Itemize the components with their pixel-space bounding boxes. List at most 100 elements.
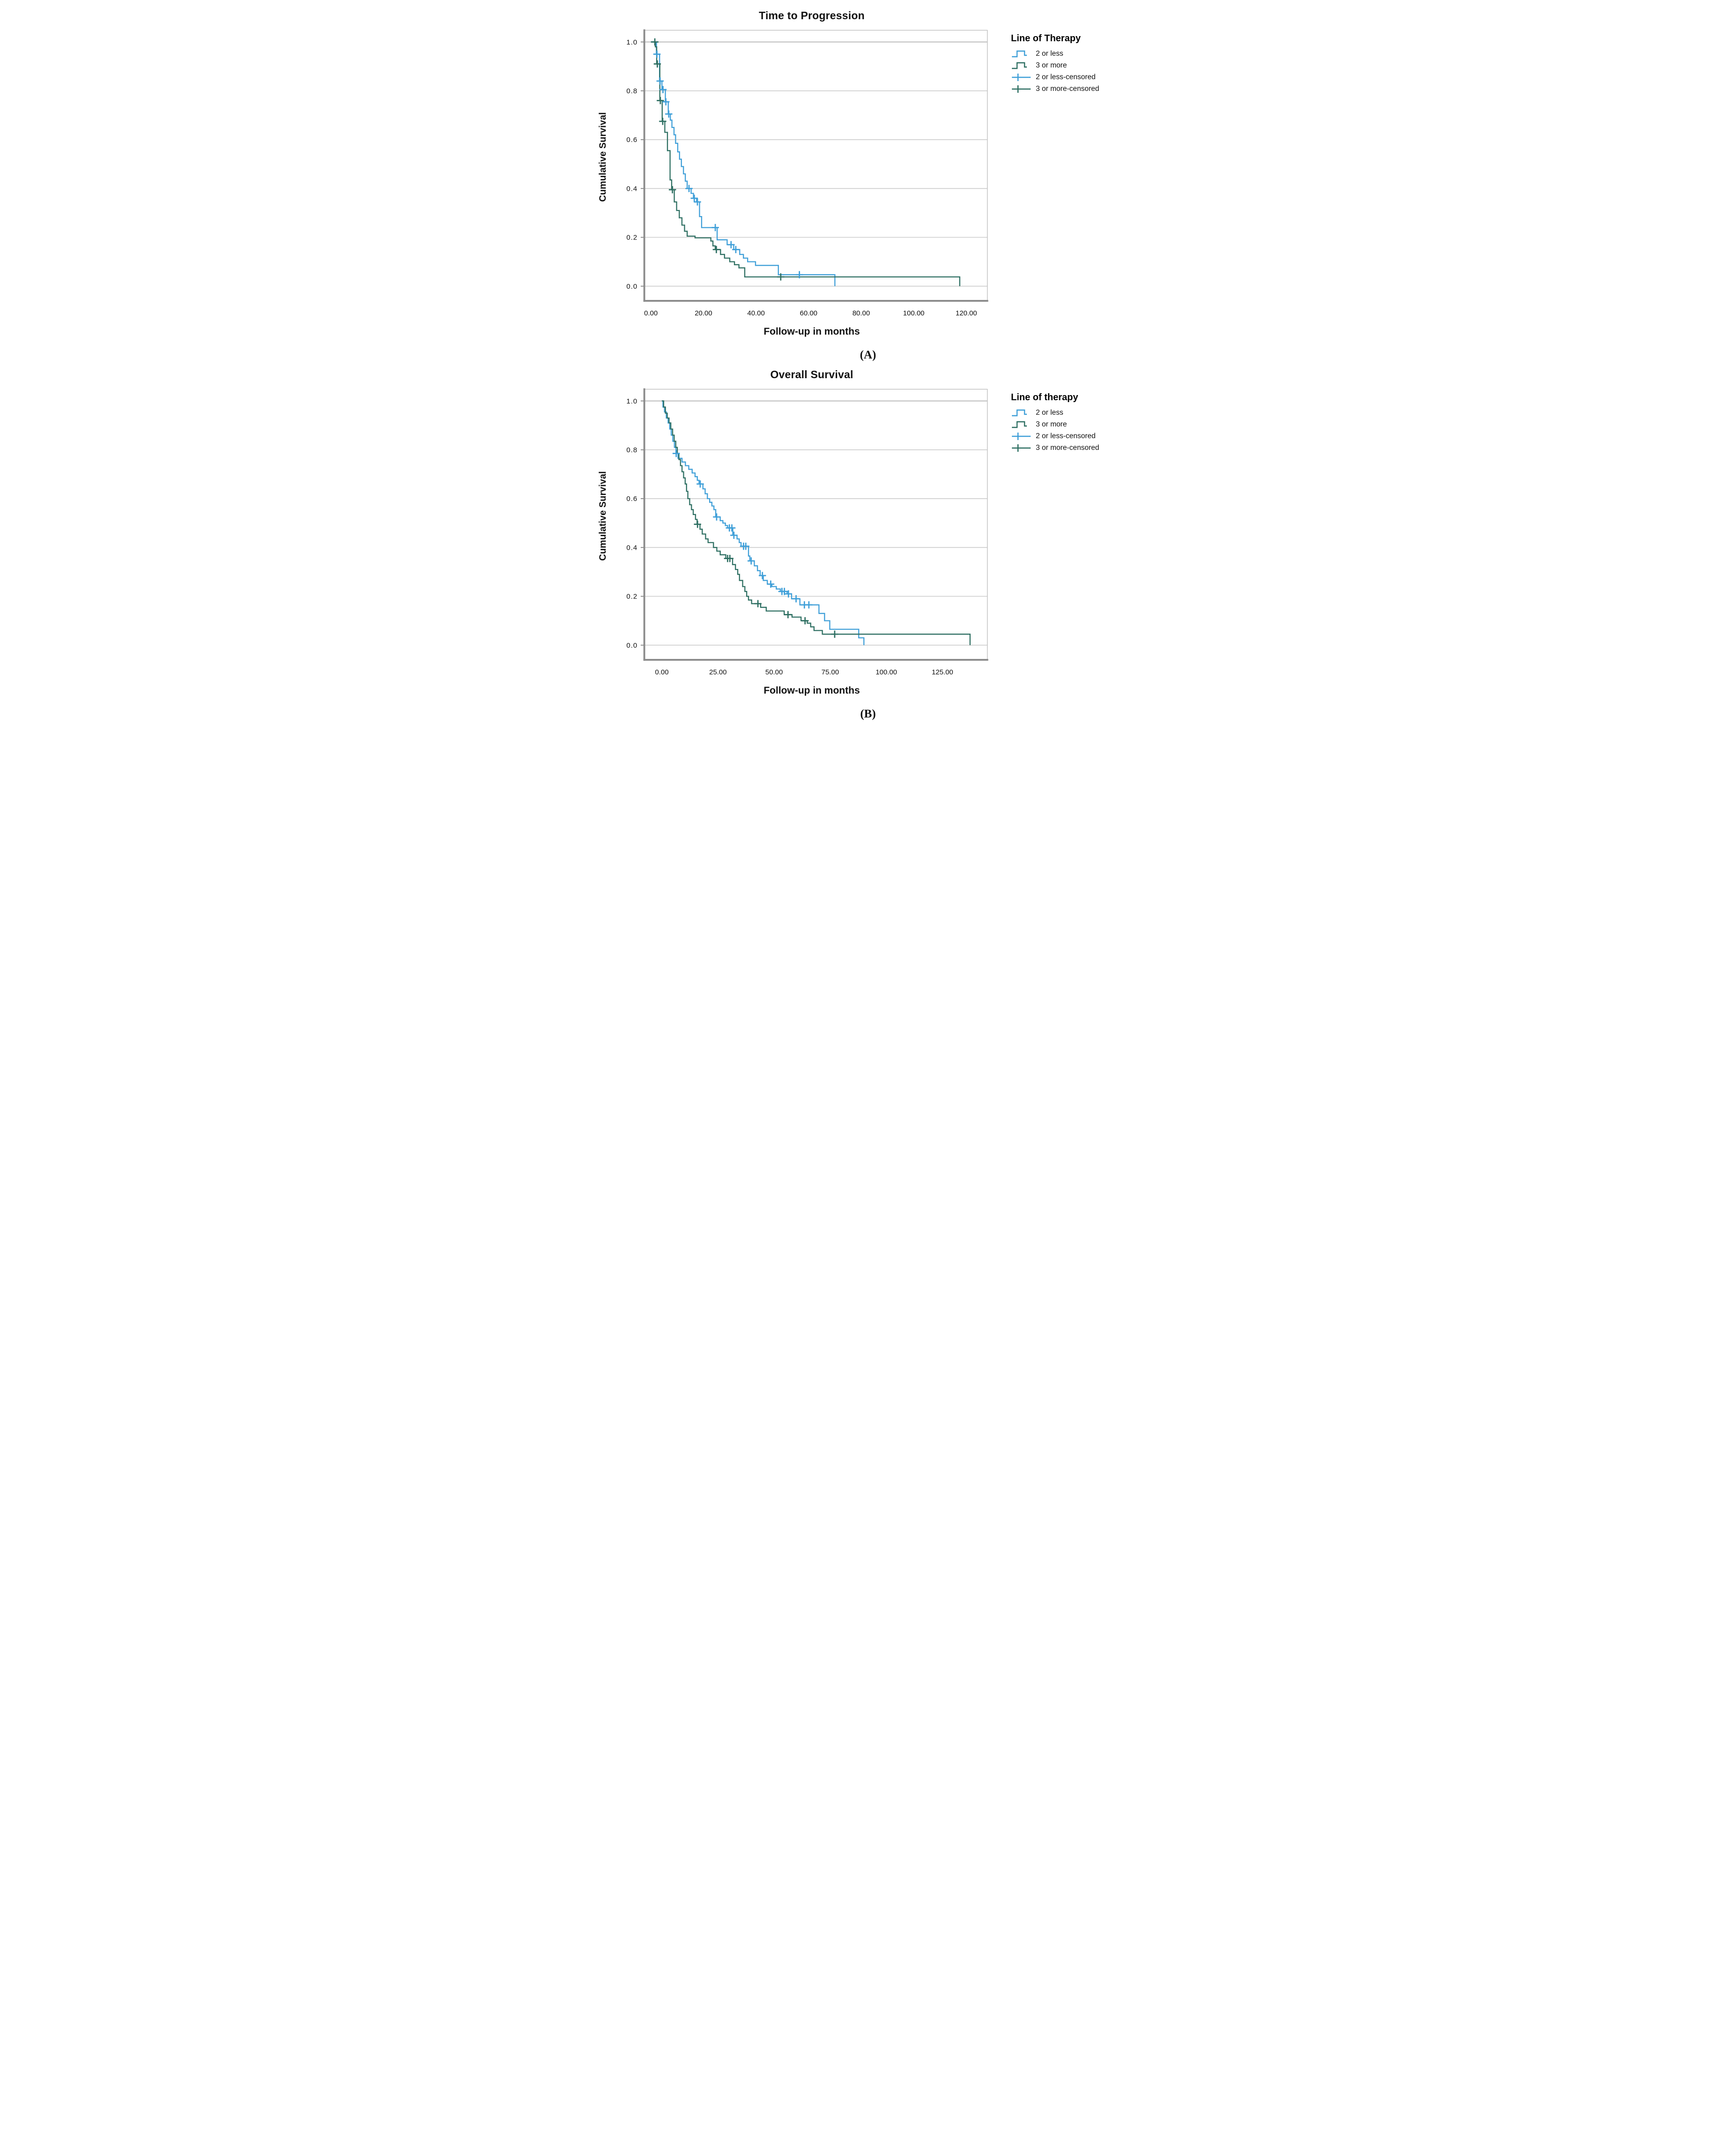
legend-item-2-or-less-censored: 2 or less-censored [1011, 431, 1133, 441]
legend-items-a: 2 or less 3 or more 2 or less-censored 3… [1011, 49, 1133, 94]
y-tick-label-0.6: 0.6 [627, 136, 638, 144]
censor-mark-3-or-more-censored [831, 630, 838, 638]
legend-item-label: 2 or less-censored [1036, 432, 1096, 440]
censor-mark-2-or-less-censored [690, 194, 698, 202]
legend-item-3-or-more: 3 or more [1011, 419, 1133, 430]
legend-item-label: 2 or less [1036, 50, 1063, 58]
step-line-swatch-icon [1012, 421, 1027, 428]
x-tick-label-0.00: 0.00 [644, 309, 658, 317]
censored-plus-swatch-icon [1012, 444, 1031, 452]
legend-item-2-or-less: 2 or less [1011, 49, 1133, 59]
censor-mark-3-or-more-censored [657, 97, 664, 105]
censor-mark-2-or-less-censored [653, 50, 661, 58]
chart-title-a: Time to Progression [759, 9, 865, 22]
censor-mark-3-or-more-censored [694, 520, 701, 528]
y-tick-label-0.0: 0.0 [627, 642, 638, 650]
y-tick-label-0.2: 0.2 [627, 593, 638, 601]
figure-page: { "figure": { "background": "#ffffff", "… [0, 0, 1736, 738]
step-line-swatch-icon [1012, 62, 1027, 69]
plot-row-a: Cumulative Survival 1.0 0.8 0.6 0.4 0.2 0.0 0.… [594, 24, 1142, 326]
y-axis-title-wrap-b: Cumulative Survival [594, 383, 613, 685]
censor-mark-3-or-more-censored [784, 611, 792, 619]
censor-mark-2-or-less-censored [727, 241, 735, 248]
x-tick-label-0.00: 0.00 [655, 668, 669, 676]
censor-mark-2-or-less-censored [742, 542, 749, 550]
step-line-swatch-icon [1012, 409, 1027, 417]
legend-item-label: 3 or more-censored [1036, 444, 1100, 452]
censor-mark-3-or-more-censored [777, 273, 785, 281]
y-tick-label-0.4: 0.4 [627, 185, 638, 193]
y-tick-label-1.0: 1.0 [627, 397, 638, 405]
legend-item-label: 3 or more [1036, 420, 1067, 428]
censor-mark-2-or-less-censored [728, 524, 736, 532]
series-line-2-or-less [662, 400, 865, 645]
x-tick-label-120.00: 120.00 [956, 309, 977, 317]
legend-item-3-or-more: 3 or more [1011, 60, 1133, 71]
y-tick-label-0.8: 0.8 [627, 446, 638, 454]
y-tick-label-0.2: 0.2 [627, 234, 638, 242]
censor-mark-3-or-more-censored [712, 246, 720, 254]
censor-mark-2-or-less-censored [792, 595, 800, 603]
legend-item-label: 3 or more [1036, 61, 1067, 69]
censor-mark-2-or-less-censored [780, 588, 788, 595]
censor-mark-2-or-less-censored [785, 590, 792, 598]
legend-item-3-or-more-censored: 3 or more-censored [1011, 443, 1133, 453]
censor-mark-3-or-more-censored [726, 554, 733, 562]
censored-plus-swatch-icon [1012, 433, 1031, 440]
censor-mark-2-or-less-censored [656, 77, 664, 85]
censor-mark-2-or-less-censored [662, 98, 670, 105]
x-tick-label-20.00: 20.00 [695, 309, 712, 317]
censor-mark-2-or-less-censored [659, 86, 667, 93]
censor-mark-2-or-less-censored [730, 531, 738, 539]
km-figure: Time to Progression Cumulative Survival … [594, 0, 1142, 738]
legend-item-2-or-less: 2 or less [1011, 408, 1133, 418]
censor-mark-2-or-less-censored [696, 480, 704, 488]
series-line-3-or-more [662, 400, 971, 645]
censor-mark-2-or-less-censored [758, 572, 766, 579]
censor-mark-2-or-less-censored [748, 557, 755, 565]
legend-item-2-or-less-censored: 2 or less-censored [1011, 72, 1133, 82]
censor-mark-2-or-less-censored [795, 271, 803, 278]
series-line-3-or-more [651, 41, 960, 286]
y-axis-title-a: Cumulative Survival [598, 112, 608, 202]
x-tick-label-80.00: 80.00 [853, 309, 870, 317]
x-tick-label-60.00: 60.00 [800, 309, 817, 317]
step-line-swatch-icon [1012, 50, 1027, 58]
km-plot-a: 1.0 0.8 0.6 0.4 0.2 0.0 0.00 20.00 40.00 60.00 80.… [627, 29, 988, 317]
censor-mark-2-or-less-censored [805, 601, 813, 609]
legend-title-b: Line of therapy [1011, 392, 1078, 403]
x-axis-title-a: Follow-up in months [763, 326, 860, 337]
legend-b: Line of therapy 2 or less 3 or more 2 or… [1011, 383, 1133, 685]
caption-a: (A) [860, 349, 876, 361]
panel-b: Overall Survival Cumulative Survival 1.0… [594, 368, 1142, 721]
censor-mark-3-or-more-censored [651, 38, 658, 46]
y-axis-title-b: Cumulative Survival [598, 471, 608, 561]
y-tick-label-0.6: 0.6 [627, 495, 638, 503]
legend-item-label: 2 or less-censored [1036, 73, 1096, 81]
censor-mark-2-or-less-censored [711, 224, 719, 232]
series-line-2-or-less [651, 41, 836, 286]
km-plot-b: 1.0 0.8 0.6 0.4 0.2 0.0 0.00 25.00 50.00 75.00 100… [627, 388, 988, 676]
censor-mark-3-or-more-censored [754, 600, 762, 607]
y-tick-label-0.8: 0.8 [627, 87, 638, 95]
censor-mark-2-or-less-censored [665, 110, 673, 118]
censor-mark-3-or-more-censored [659, 118, 666, 125]
x-tick-label-40.00: 40.00 [747, 309, 764, 317]
y-axis-title-wrap-a: Cumulative Survival [594, 24, 613, 326]
censor-mark-2-or-less-censored [713, 513, 720, 521]
legend-a: Line of Therapy 2 or less 3 or more 2 or… [1011, 24, 1133, 326]
censor-mark-2-or-less-censored [685, 185, 693, 192]
censored-plus-swatch-icon [1012, 85, 1031, 93]
panel-a: Time to Progression Cumulative Survival … [594, 9, 1142, 362]
y-tick-label-1.0: 1.0 [627, 38, 638, 46]
censor-mark-3-or-more-censored [653, 60, 661, 68]
legend-item-3-or-more-censored: 3 or more-censored [1011, 84, 1133, 94]
y-tick-label-0.0: 0.0 [627, 283, 638, 291]
censor-mark-3-or-more-censored [669, 186, 676, 194]
censor-mark-2-or-less-censored [732, 246, 740, 254]
y-tick-label-0.4: 0.4 [627, 544, 638, 552]
x-tick-label-125.00: 125.00 [932, 668, 953, 676]
x-tick-label-75.00: 75.00 [822, 668, 839, 676]
x-tick-label-25.00: 25.00 [709, 668, 726, 676]
legend-items-b: 2 or less 3 or more 2 or less-censored 3… [1011, 408, 1133, 453]
